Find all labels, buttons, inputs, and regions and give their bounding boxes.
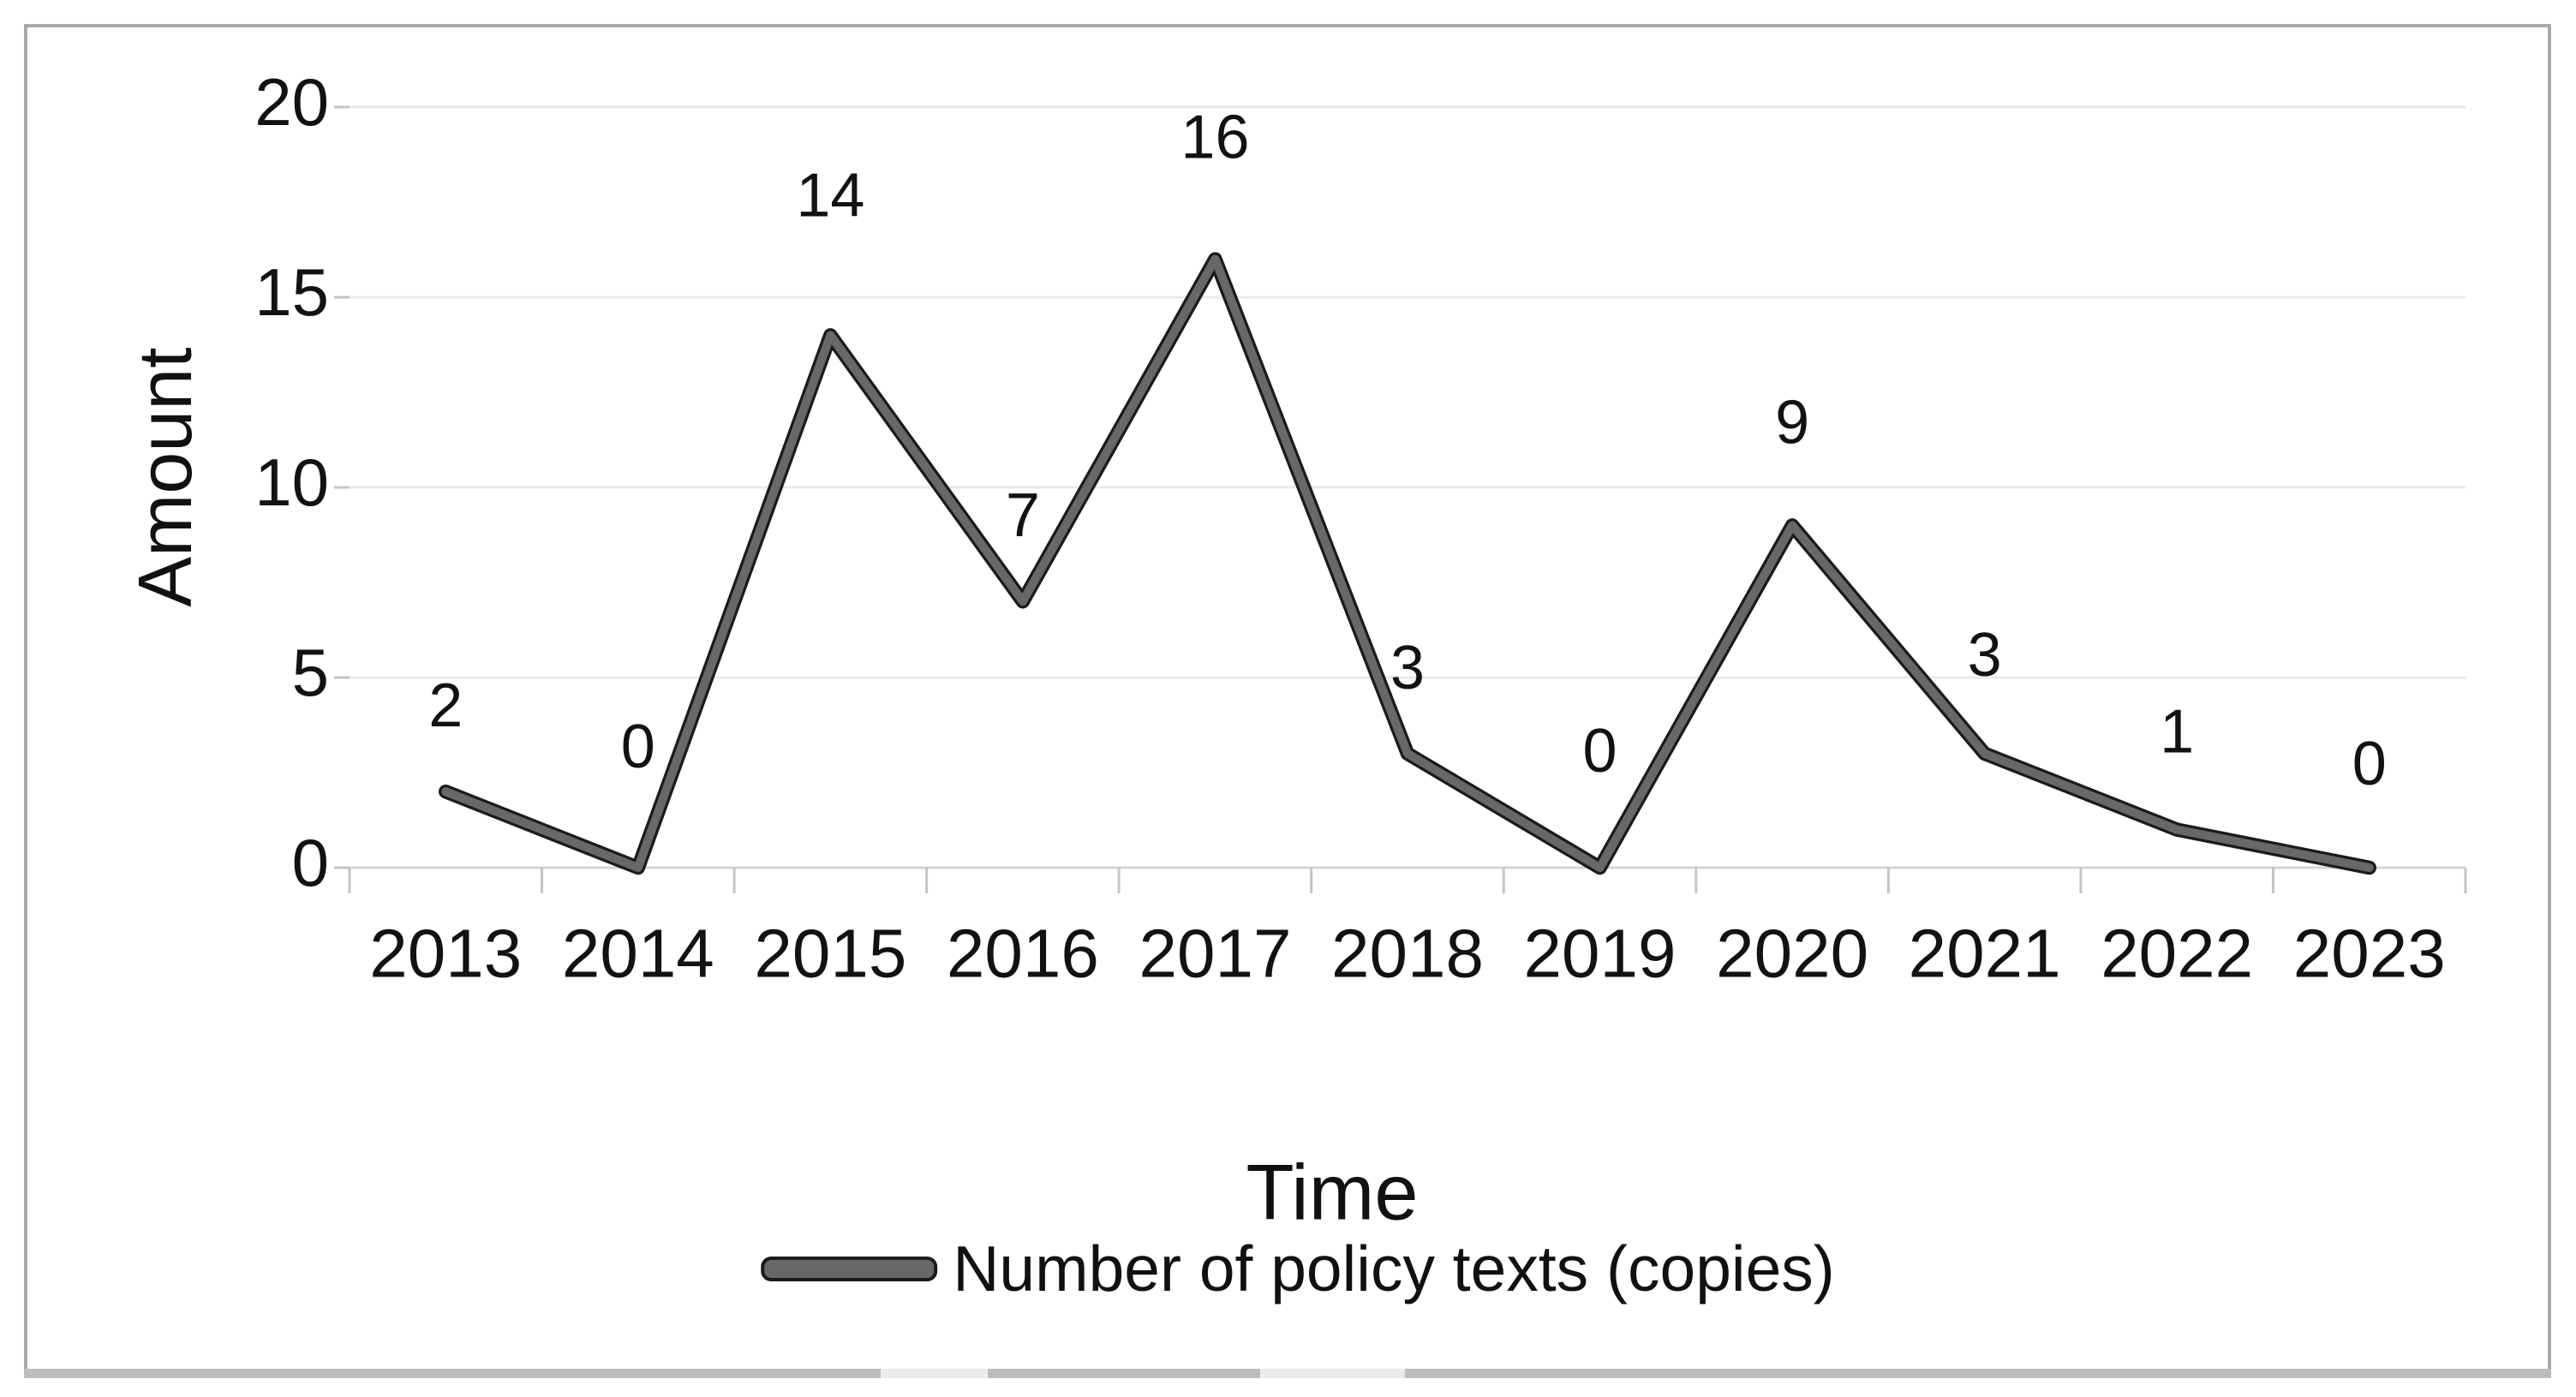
y-tick-label: 15 — [254, 254, 329, 330]
legend-line-swatch-icon — [761, 1256, 938, 1281]
data-label: 3 — [1968, 621, 2002, 690]
x-category-label: 2015 — [754, 916, 906, 992]
x-category-label: 2019 — [1524, 916, 1676, 992]
y-tick-label: 0 — [292, 825, 329, 900]
x-category-label: 2016 — [947, 916, 1099, 992]
y-tick-label: 20 — [254, 64, 329, 140]
y-tick-label: 10 — [254, 445, 329, 520]
legend: Number of policy texts (copies) — [761, 1232, 1835, 1305]
series-line — [441, 254, 2374, 872]
y-tick-label: 5 — [292, 635, 329, 710]
data-label: 0 — [1583, 717, 1617, 785]
legend-series-label: Number of policy texts (copies) — [953, 1233, 1835, 1304]
bottom-scrollbar — [24, 1369, 2551, 1378]
data-label: 0 — [621, 713, 655, 781]
y-axis-title: Amount — [123, 347, 207, 607]
series-line-outline — [439, 252, 2376, 875]
data-label: 9 — [1775, 388, 1809, 457]
x-category-label: 2013 — [369, 916, 522, 992]
scrollbar-gap — [1260, 1369, 1405, 1378]
figure-frame — [24, 24, 2551, 1374]
data-label: 1 — [2160, 698, 2194, 767]
x-category-label: 2023 — [2293, 916, 2446, 992]
x-category-label: 2017 — [1139, 916, 1291, 992]
x-axis-title: Time — [1246, 1149, 1419, 1237]
x-category-label: 2014 — [562, 916, 714, 992]
data-label: 3 — [1390, 634, 1425, 702]
data-label: 16 — [1180, 104, 1249, 172]
x-category-label: 2022 — [2101, 916, 2253, 992]
data-label: 14 — [796, 161, 864, 230]
data-label: 7 — [1006, 481, 1040, 550]
data-label: 2 — [428, 672, 463, 740]
x-category-label: 2018 — [1331, 916, 1484, 992]
x-category-label: 2020 — [1716, 916, 1868, 992]
x-category-label: 2021 — [1909, 916, 2061, 992]
scrollbar-gap — [881, 1369, 988, 1378]
data-label: 0 — [2352, 730, 2387, 798]
